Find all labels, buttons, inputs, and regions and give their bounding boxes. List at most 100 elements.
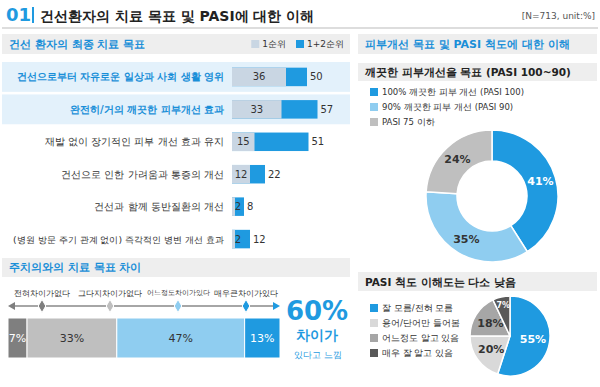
scale-line	[12, 305, 276, 307]
bar	[232, 133, 309, 151]
data-label: 22	[268, 169, 281, 180]
bars	[8, 318, 280, 358]
chart-title-band	[2, 34, 350, 54]
legend-label: 어느정도 알고 있음	[382, 333, 459, 343]
data-label: 12	[253, 234, 266, 245]
data-label: 15	[237, 136, 250, 147]
header-title: 건선환자의 치료 목표 및 PASI에 대한 이해	[40, 8, 314, 24]
canvas: 01 건선환자의 치료 목표 및 PASI에 대한 이해 [N=713, unit:…	[0, 0, 600, 387]
annotation-line: 있다고 느낌	[292, 350, 343, 360]
category-label: 완전히/거의 깨끗한 피부개선 효과	[70, 104, 224, 115]
header-note: [N=713, unit:%]	[522, 11, 595, 21]
row-highlight	[2, 94, 350, 124]
data-label: 12	[235, 169, 248, 180]
data-label: 33	[250, 104, 263, 115]
legend-swatch	[370, 88, 378, 96]
legend-label: 1+2순위	[307, 39, 344, 49]
legend-label: PASI 75 이하	[382, 117, 435, 127]
data-label: 7%	[496, 301, 510, 310]
legend-swatch	[370, 118, 378, 126]
data-label: 24%	[444, 153, 470, 166]
slice	[470, 336, 510, 374]
bar	[232, 100, 318, 118]
bar-segment	[27, 318, 117, 358]
scale-marker	[38, 299, 46, 312]
legend-label: 용어/단어만 들어봄	[382, 318, 460, 328]
scale-label: 그다지차이가없다	[78, 289, 142, 298]
legend-label: 1순위	[262, 39, 286, 49]
annotation: 차이가 있다고 느낌	[292, 327, 343, 360]
slice-labels: 41% 35% 24%	[444, 153, 553, 246]
data-label: 55%	[520, 333, 546, 346]
category-label: 건선으로부터 자유로운 일상과 사회 생활 영위	[17, 71, 224, 82]
legend-swatch	[251, 40, 259, 48]
bar-segment	[117, 318, 245, 358]
scale-label: 어느정도차이가있다	[147, 289, 210, 297]
data-label: 7%	[9, 332, 26, 345]
data-label: 2	[235, 201, 241, 212]
legend-swatch	[370, 349, 378, 357]
chart-title-band	[358, 63, 597, 81]
bar	[232, 133, 255, 151]
bar-segment	[245, 318, 280, 358]
chart-title: PASI 척도 이해도는 다소 낮음	[365, 276, 516, 288]
bar	[232, 197, 244, 215]
bars	[232, 68, 318, 249]
bar	[232, 100, 282, 118]
data-label: 20%	[478, 343, 504, 356]
panel-title-band	[358, 34, 597, 54]
legend-label: 100% 깨끗한 피부 개선 (PASI 100)	[382, 87, 524, 97]
slice	[426, 192, 527, 262]
bar	[232, 68, 307, 86]
scale-arrow	[8, 302, 15, 310]
scale-arrow	[273, 302, 280, 310]
slices	[426, 130, 558, 262]
annotation-line: 차이가	[296, 327, 338, 343]
annotation: 60%	[286, 296, 348, 326]
data-label: 35%	[453, 233, 479, 246]
category-label: 건선과 함께 동반질환의 개선	[94, 201, 224, 212]
scale-label: 전혀차이가없다	[14, 289, 70, 298]
bar	[232, 165, 265, 183]
header-rule	[2, 28, 598, 29]
row-highlight	[2, 62, 350, 92]
header-number: 01	[6, 4, 31, 25]
legend-label: 90% 깨끗한 피부 개선 (PASI 90)	[382, 102, 513, 112]
chart-title-band	[358, 272, 597, 291]
data-label: 8	[247, 201, 253, 212]
legend-swatch	[370, 319, 378, 327]
data-label: 41%	[527, 175, 553, 188]
legend-swatch	[370, 334, 378, 342]
data-label: 57	[321, 104, 334, 115]
slice-labels: 55% 20% 18% 7%	[477, 301, 546, 356]
scale-marker	[106, 299, 114, 312]
data-label: 47%	[168, 332, 192, 345]
data-label: 18%	[477, 317, 503, 330]
legend-swatch	[370, 304, 378, 312]
category-label: 건선으로 인한 가려움과 통증의 개선	[61, 169, 224, 180]
legend-swatch	[370, 103, 378, 111]
chart-title: 주치의와의 치료 목표 차이	[9, 261, 142, 274]
bar	[232, 68, 286, 86]
legend-label: 매우 잘 알고 있음	[382, 348, 453, 358]
data-label: 33%	[60, 332, 84, 345]
panel-title: 피부개선 목표 및 PASI 척도에 대한 이해	[365, 38, 570, 51]
category-label: (병원 방문 주기 관계 없이) 즉각적인 병변 개선 효과	[13, 234, 224, 245]
legend-swatch	[296, 40, 304, 48]
scale-marker	[174, 299, 182, 312]
data-label: 13%	[250, 332, 274, 345]
data-label: 50	[310, 71, 323, 82]
legend: 1순위 1+2순위	[251, 39, 344, 49]
bar	[232, 165, 250, 183]
category-label: 재발 없이 장기적인 피부 개선 효과 유지	[45, 136, 224, 147]
header-separator	[32, 7, 34, 23]
scale-label: 매우큰차이가있다	[214, 289, 278, 298]
scale-marker	[242, 299, 250, 312]
bar-segment	[8, 318, 27, 358]
chart-title-band	[2, 258, 350, 277]
slices	[470, 296, 550, 376]
slice	[426, 130, 492, 194]
chart-title: 깨끗한 피부개선을 목표 (PASI 100~90)	[364, 66, 571, 78]
data-label: 36	[253, 71, 266, 82]
data-label: 2	[235, 234, 241, 245]
